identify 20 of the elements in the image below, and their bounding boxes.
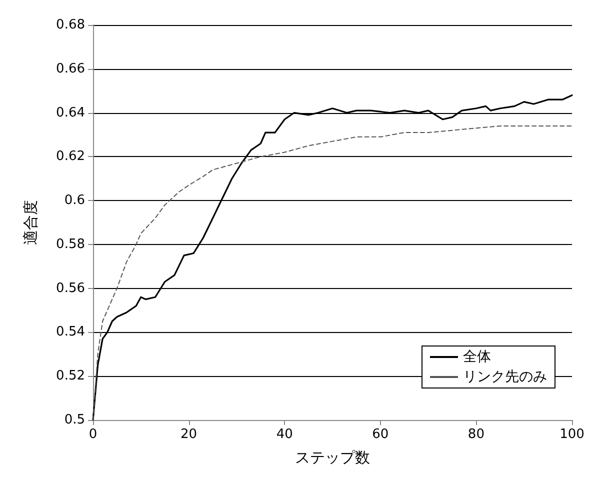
x-tick-label: 100 [560, 427, 584, 442]
legend-label: 全体 [463, 349, 491, 365]
y-tick-label: 0.56 [56, 280, 85, 296]
y-tick-label: 0.66 [56, 61, 85, 76]
legend-label: リンク先のみ [463, 369, 547, 385]
y-tick-label: 0.52 [56, 368, 85, 384]
y-axis-title: 適合度 [22, 200, 40, 245]
x-tick-label: 80 [468, 427, 484, 442]
y-tick-label: 0.54 [56, 324, 85, 340]
y-tick-label: 0.58 [56, 236, 85, 252]
x-tick-label: 40 [276, 427, 293, 442]
x-tick-label: 20 [180, 427, 198, 442]
x-axis-title: ステップ数 [295, 448, 370, 466]
y-tick-label: 0.5 [64, 412, 85, 428]
x-tick-label: 60 [372, 427, 389, 442]
y-tick-label: 0.62 [56, 149, 85, 164]
y-tick-label: 0.64 [56, 105, 85, 120]
y-tick-label: 0.68 [56, 18, 85, 32]
y-tick-label: 0.6 [64, 193, 85, 208]
x-tick-label: 0 [88, 427, 98, 442]
